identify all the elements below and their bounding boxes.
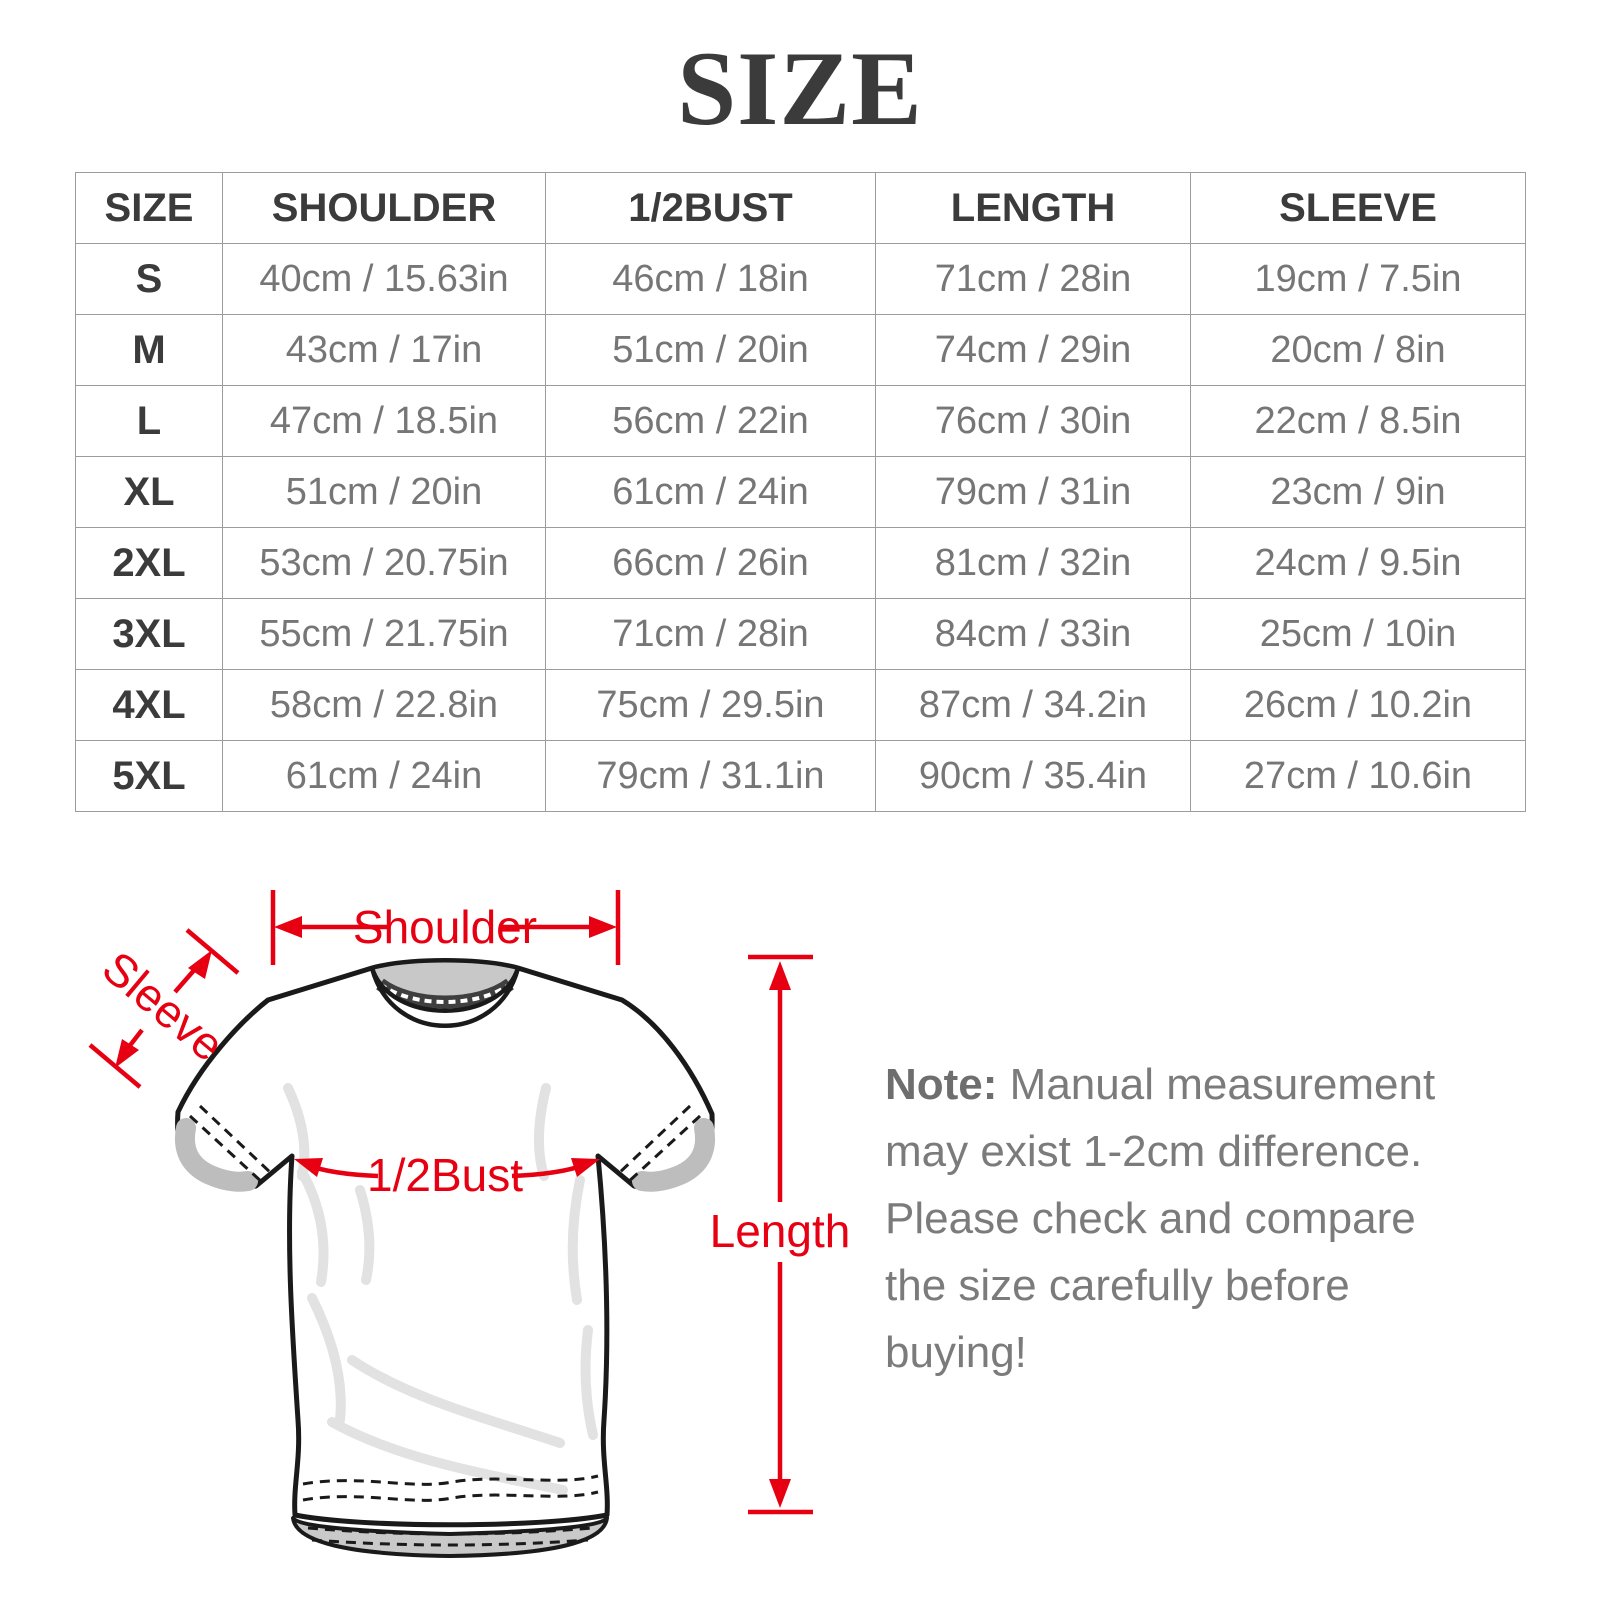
cell-sleeve: 22cm / 8.5in [1190, 385, 1526, 457]
tshirt-outline [175, 958, 715, 1528]
cell-bust: 56cm / 22in [545, 385, 876, 457]
page-title: SIZE [677, 30, 923, 147]
cell-shoulder: 58cm / 22.8in [222, 669, 546, 741]
cell-size: S [75, 243, 223, 315]
cell-length: 74cm / 29in [875, 314, 1191, 386]
cell-sleeve: 24cm / 9.5in [1190, 527, 1526, 599]
cell-length: 76cm / 30in [875, 385, 1191, 457]
size-table-header: SIZE SHOULDER 1/2BUST LENGTH SLEEVE [75, 172, 1526, 244]
cell-sleeve: 23cm / 9in [1190, 456, 1526, 528]
length-dimension: Length [710, 954, 851, 1515]
cell-shoulder: 43cm / 17in [222, 314, 546, 386]
cell-length: 90cm / 35.4in [875, 740, 1191, 812]
shoulder-label: Shoulder [353, 901, 537, 953]
column-header-size: SIZE [75, 172, 223, 244]
bottom-hem [291, 1474, 609, 1558]
cell-size: 4XL [75, 669, 223, 741]
table-row: 4XL 58cm / 22.8in 75cm / 29.5in 87cm / 3… [75, 669, 1526, 741]
table-row: 5XL 61cm / 24in 79cm / 31.1in 90cm / 35.… [75, 740, 1526, 812]
cell-size: M [75, 314, 223, 386]
cell-bust: 75cm / 29.5in [545, 669, 876, 741]
table-row: 3XL 55cm / 21.75in 71cm / 28in 84cm / 33… [75, 598, 1526, 670]
cell-sleeve: 26cm / 10.2in [1190, 669, 1526, 741]
cell-bust: 61cm / 24in [545, 456, 876, 528]
cell-length: 79cm / 31in [875, 456, 1191, 528]
cell-shoulder: 55cm / 21.75in [222, 598, 546, 670]
table-row: M 43cm / 17in 51cm / 20in 74cm / 29in 20… [75, 314, 1526, 386]
table-row: 2XL 53cm / 20.75in 66cm / 26in 81cm / 32… [75, 527, 1526, 599]
cell-length: 84cm / 33in [875, 598, 1191, 670]
cell-shoulder: 51cm / 20in [222, 456, 546, 528]
cell-sleeve: 19cm / 7.5in [1190, 243, 1526, 315]
cell-bust: 46cm / 18in [545, 243, 876, 315]
cell-bust: 79cm / 31.1in [545, 740, 876, 812]
tshirt-measurement-diagram: Shoulder Sleeve 1/2Bust Length [88, 890, 851, 1558]
left-sleeve-cuff [175, 1104, 274, 1192]
cell-shoulder: 40cm / 15.63in [222, 243, 546, 315]
column-header-length: LENGTH [875, 172, 1191, 244]
cell-shoulder: 53cm / 20.75in [222, 527, 546, 599]
column-header-shoulder: SHOULDER [222, 172, 546, 244]
size-table-body: S 40cm / 15.63in 46cm / 18in 71cm / 28in… [75, 243, 1526, 812]
measurement-note: Note: Manual measurement may exist 1-2cm… [885, 1052, 1485, 1386]
note-text: Manual measurement may exist 1-2cm diffe… [885, 1060, 1436, 1377]
bust-label: 1/2Bust [367, 1149, 523, 1201]
collar-band [369, 967, 521, 1028]
cell-shoulder: 61cm / 24in [222, 740, 546, 812]
cell-size: 5XL [75, 740, 223, 812]
table-row: S 40cm / 15.63in 46cm / 18in 71cm / 28in… [75, 243, 1526, 315]
fabric-wrinkles [283, 1083, 598, 1495]
cell-bust: 51cm / 20in [545, 314, 876, 386]
cell-sleeve: 25cm / 10in [1190, 598, 1526, 670]
note-label: Note: [885, 1060, 998, 1109]
cell-bust: 66cm / 26in [545, 527, 876, 599]
size-table: SIZE SHOULDER 1/2BUST LENGTH SLEEVE S 40… [75, 172, 1526, 812]
shoulder-dimension: Shoulder [270, 890, 621, 965]
cell-length: 71cm / 28in [875, 243, 1191, 315]
table-row: XL 51cm / 20in 61cm / 24in 79cm / 31in 2… [75, 456, 1526, 528]
column-header-bust: 1/2BUST [545, 172, 876, 244]
cell-shoulder: 47cm / 18.5in [222, 385, 546, 457]
cell-length: 81cm / 32in [875, 527, 1191, 599]
cell-size: XL [75, 456, 223, 528]
cell-sleeve: 20cm / 8in [1190, 314, 1526, 386]
collar [369, 958, 521, 1028]
cell-size: 3XL [75, 598, 223, 670]
table-row: L 47cm / 18.5in 56cm / 22in 76cm / 30in … [75, 385, 1526, 457]
cell-length: 87cm / 34.2in [875, 669, 1191, 741]
sleeve-label: Sleeve [93, 941, 234, 1071]
length-label: Length [710, 1205, 851, 1257]
cell-sleeve: 27cm / 10.6in [1190, 740, 1526, 812]
cell-bust: 71cm / 28in [545, 598, 876, 670]
bust-dimension: 1/2Bust [294, 1149, 600, 1201]
column-header-sleeve: SLEEVE [1190, 172, 1526, 244]
cell-size: L [75, 385, 223, 457]
cell-size: 2XL [75, 527, 223, 599]
right-sleeve-cuff [616, 1104, 715, 1192]
header-row: SIZE SHOULDER 1/2BUST LENGTH SLEEVE [75, 172, 1526, 244]
